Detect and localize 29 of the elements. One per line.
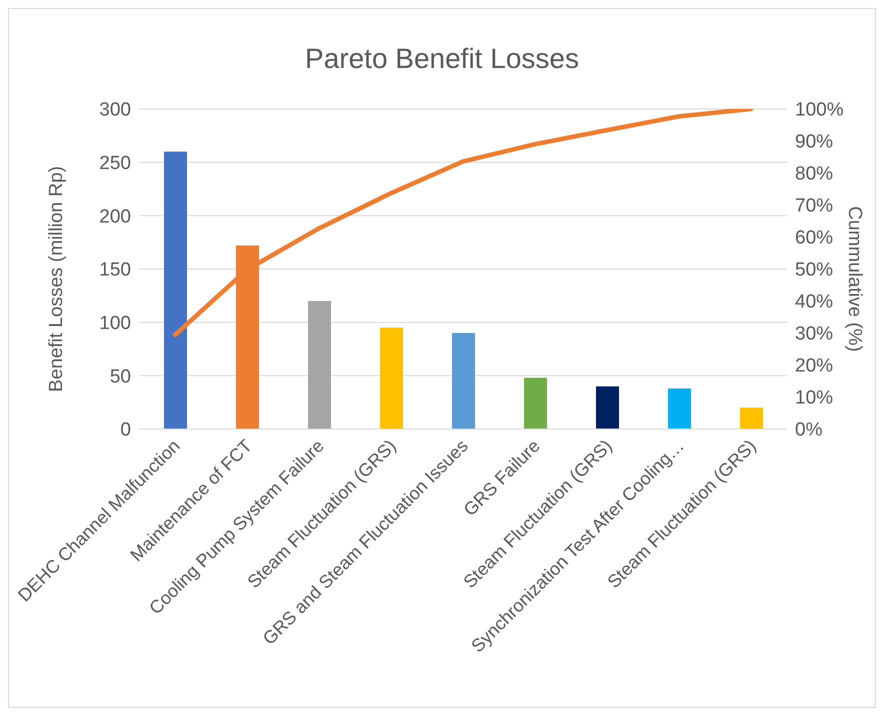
y2-tick-label: 0% xyxy=(795,420,823,441)
y2-tick-label: 70% xyxy=(795,196,834,217)
y2-tick-label: 10% xyxy=(795,388,834,409)
y-tick-label: 250 xyxy=(99,153,131,174)
y-axis-title: Benefit Losses (million Rp) xyxy=(46,166,68,392)
y2-tick-label: 30% xyxy=(795,324,834,345)
y2-tick-label: 40% xyxy=(795,292,834,313)
y2-axis-title: Cummulative (%) xyxy=(843,206,865,352)
bar xyxy=(596,386,619,429)
y2-tick-label: 50% xyxy=(795,260,834,281)
y2-tick-label: 100% xyxy=(795,100,844,121)
y-tick-label: 50 xyxy=(110,366,131,388)
chart-title: Pareto Benefit Losses xyxy=(304,43,580,75)
bar xyxy=(668,388,691,429)
y-tick-label: 0 xyxy=(120,420,131,441)
y-tick-label: 300 xyxy=(99,100,131,121)
bar xyxy=(380,328,403,429)
y2-tick-label: 80% xyxy=(795,164,834,185)
bar xyxy=(740,408,763,429)
y-tick-label: 100 xyxy=(99,313,131,334)
y-tick-label: 150 xyxy=(99,260,131,281)
bar xyxy=(308,301,331,429)
bar xyxy=(524,378,547,429)
bar xyxy=(164,152,187,429)
y2-tick-label: 90% xyxy=(795,132,834,153)
bar xyxy=(452,333,475,429)
y-tick-label: 200 xyxy=(99,206,131,228)
y2-tick-label: 60% xyxy=(795,228,834,249)
y2-tick-label: 20% xyxy=(795,356,834,377)
